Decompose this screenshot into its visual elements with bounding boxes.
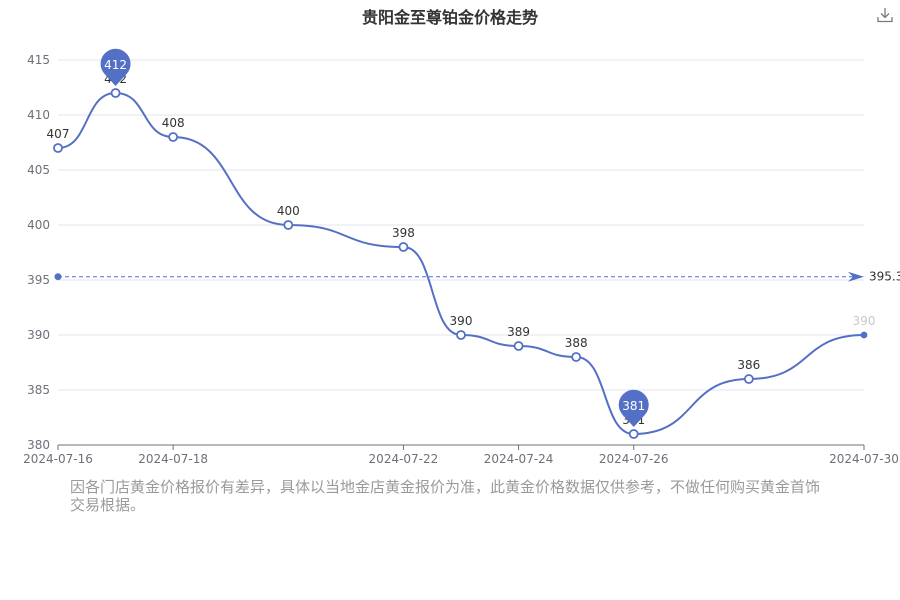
y-tick-label: 395 — [27, 273, 50, 287]
data-label: 400 — [277, 204, 300, 218]
max-marker-label: 412 — [104, 58, 127, 72]
average-line-label: 395.3 — [869, 270, 900, 284]
disclaimer-text: 因各门店黄金价格报价有差异，具体以当地金店黄金报价为准，此黄金价格数据仅供参考，… — [70, 478, 821, 514]
data-point — [628, 429, 639, 439]
data-label: 389 — [507, 325, 530, 339]
data-label: 388 — [565, 336, 588, 350]
data-label: 390 — [450, 314, 473, 328]
average-line-start-dot — [54, 273, 62, 281]
chart-title: 贵阳金至尊铂金价格走势 — [361, 8, 538, 27]
data-label: 398 — [392, 226, 415, 240]
data-label: 386 — [737, 358, 760, 372]
data-point — [513, 341, 524, 351]
x-tick-label: 2024-07-30 — [829, 452, 899, 466]
y-tick-label: 380 — [27, 438, 50, 452]
min-marker-pin — [618, 389, 649, 427]
x-tick-label: 2024-07-18 — [138, 452, 208, 466]
max-marker-pin — [100, 48, 131, 86]
data-point — [53, 143, 63, 153]
y-tick-label: 400 — [27, 218, 50, 232]
y-tick-label: 385 — [27, 383, 50, 397]
x-tick-label: 2024-07-22 — [369, 452, 439, 466]
data-point — [398, 242, 409, 252]
x-tick-label: 2024-07-26 — [599, 452, 669, 466]
min-marker-label: 381 — [622, 399, 645, 413]
data-point — [743, 374, 754, 384]
series-line — [57, 91, 865, 436]
data-point — [571, 352, 582, 362]
data-point — [168, 132, 179, 142]
data-label: 390 — [853, 314, 876, 328]
price-line-chart: 380 385 390 395 400 405 410 415 2024-07-16 2024-0… — [23, 48, 900, 466]
download-icon[interactable] — [876, 6, 894, 24]
y-tick-label: 410 — [27, 108, 50, 122]
data-label: 407 — [47, 127, 70, 141]
data-label: 408 — [162, 116, 185, 130]
data-point — [860, 331, 868, 339]
average-line-arrow — [848, 271, 864, 282]
y-tick-label: 415 — [27, 53, 50, 67]
data-point — [110, 88, 121, 98]
x-tick-label: 2024-07-16 — [23, 452, 93, 466]
data-point — [456, 330, 466, 340]
x-tick-label: 2024-07-24 — [484, 452, 554, 466]
data-point — [283, 220, 294, 230]
y-tick-label: 405 — [27, 163, 50, 177]
y-tick-label: 390 — [27, 328, 50, 342]
